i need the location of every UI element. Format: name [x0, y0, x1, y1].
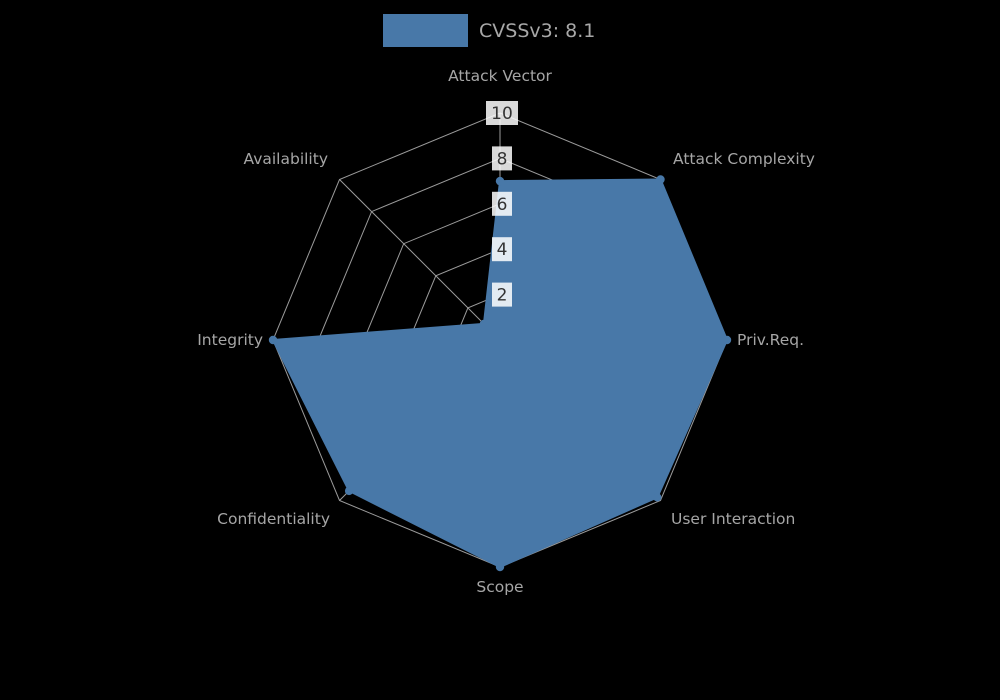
radar-series-marker: [722, 335, 732, 345]
radar-series-marker: [495, 562, 505, 572]
radial-tick-box: [492, 237, 512, 262]
radial-tick-label: 10: [491, 104, 513, 124]
radial-tick-label: 4: [497, 240, 508, 260]
axis-label-availability: Availability: [244, 150, 329, 168]
radial-tick-label: 8: [497, 149, 508, 169]
axis-label-integrity: Integrity: [197, 331, 263, 349]
legend: CVSSv3: 8.1: [383, 14, 595, 47]
axis-label-scope: Scope: [476, 578, 523, 596]
radar-series-marker: [656, 175, 665, 184]
axis-label-attack-vector: Attack Vector: [448, 67, 552, 85]
radial-tick-label: 2: [497, 286, 508, 306]
radar-series-marker: [495, 176, 505, 186]
radial-tick-box: [492, 146, 512, 171]
radar-series-marker: [653, 493, 662, 502]
radar-series-marker: [268, 335, 278, 345]
axis-label-user-interaction: User Interaction: [671, 510, 795, 528]
legend-label: CVSSv3: 8.1: [479, 19, 596, 42]
axis-label-priv-req-: Priv.Req.: [737, 331, 804, 349]
axis-label-confidentiality: Confidentiality: [217, 510, 330, 528]
axis-label-attack-complexity: Attack Complexity: [673, 150, 815, 168]
legend-swatch: [383, 14, 468, 47]
radial-tick-label: 6: [497, 195, 508, 215]
radar-series-marker: [344, 486, 354, 496]
radial-tick-box: [486, 101, 518, 125]
radar-series-marker: [479, 319, 489, 329]
radar-grid-spoke: [339, 179, 501, 341]
radial-tick-box: [492, 191, 512, 216]
radial-tick-box: [492, 282, 512, 307]
